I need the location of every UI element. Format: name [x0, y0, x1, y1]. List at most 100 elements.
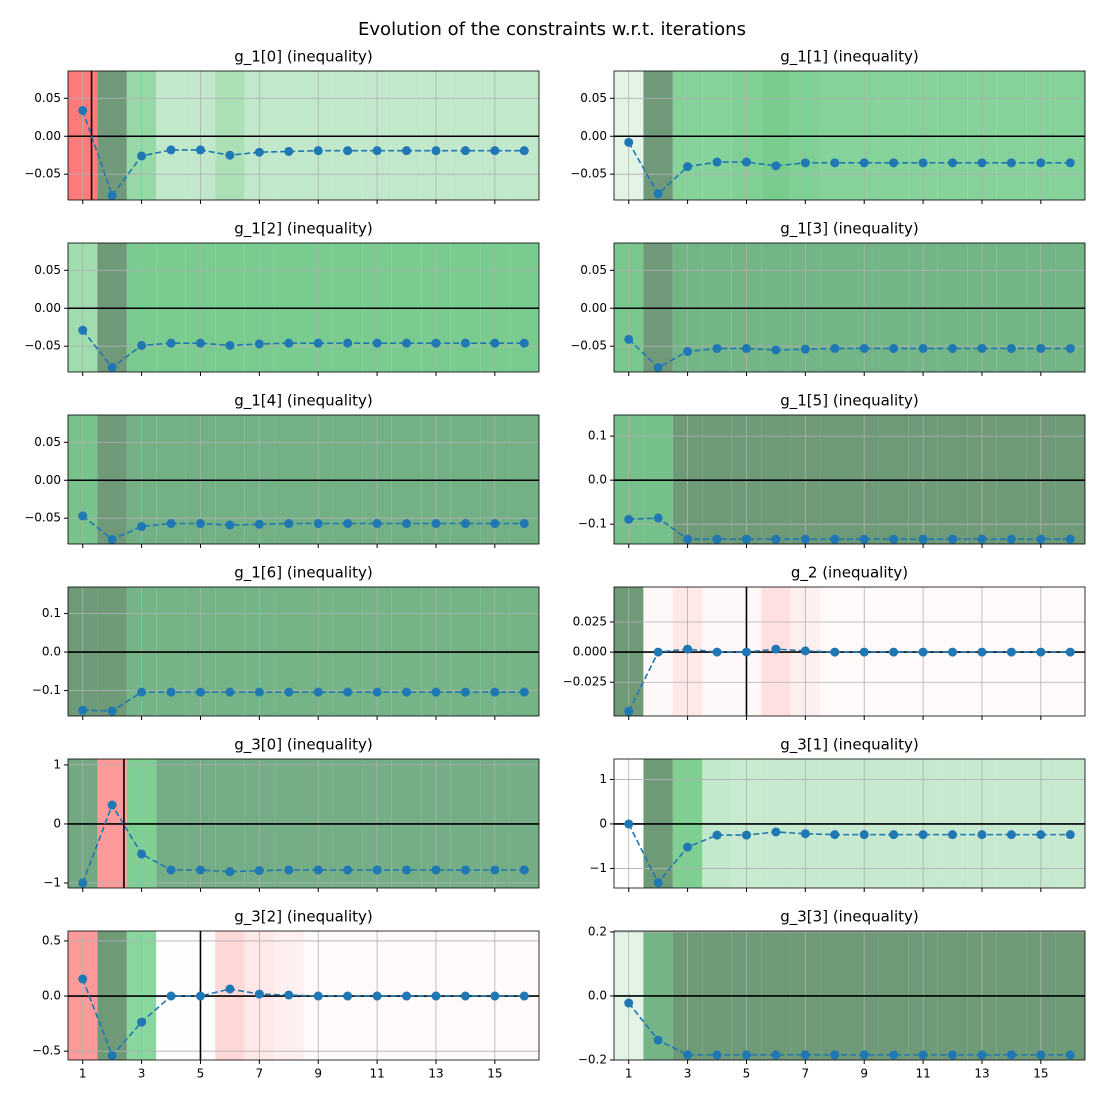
point — [889, 647, 899, 657]
y-tick-label: −0.05 — [24, 511, 61, 525]
point — [977, 1050, 987, 1060]
point — [519, 338, 529, 348]
point — [948, 830, 958, 840]
point — [343, 338, 353, 348]
point — [254, 687, 264, 697]
axes-frame — [613, 242, 1086, 373]
x-tick-label: 3 — [684, 1067, 692, 1081]
point — [284, 146, 294, 156]
subplot: g_1[2] (inequality) 0.05 0.00 −0.05 — [24, 220, 540, 376]
point — [107, 800, 117, 810]
point — [431, 865, 441, 875]
subplot: g_1[5] (inequality) 0.1 0.0 −0.1 — [578, 392, 1086, 548]
point — [313, 519, 323, 529]
point — [225, 150, 235, 160]
subplot-title: g_3[1] (inequality) — [780, 736, 919, 755]
x-tick-label: 3 — [138, 1067, 146, 1081]
point — [137, 522, 147, 532]
point — [683, 1050, 693, 1060]
point — [195, 145, 205, 155]
y-tick-label: 0.025 — [573, 614, 607, 628]
series-line — [628, 141, 1071, 196]
subplot: g_3[2] (inequality)1 3 5 7 9 11 13 150.50.0−0.5 — [32, 908, 540, 1081]
point — [712, 534, 722, 544]
point — [166, 338, 176, 348]
point — [490, 519, 500, 529]
point — [1065, 647, 1075, 657]
point — [460, 519, 470, 529]
point — [741, 157, 751, 167]
point — [859, 1050, 869, 1060]
point — [343, 519, 353, 529]
subplot: g_1[6] (inequality) 0.1 0.0 −0.1 — [32, 564, 540, 720]
point — [372, 146, 382, 156]
subplot-title: g_1[1] (inequality) — [780, 48, 919, 67]
point — [284, 865, 294, 875]
y-tick-label: 0.05 — [34, 435, 61, 449]
y-tick-label: −0.2 — [578, 1053, 607, 1067]
y-tick-label: 0.1 — [42, 606, 61, 620]
point — [830, 343, 840, 353]
point — [78, 511, 88, 521]
point — [195, 991, 205, 1001]
point — [460, 338, 470, 348]
point — [771, 644, 781, 654]
point — [107, 190, 117, 200]
point — [712, 830, 722, 840]
point — [712, 343, 722, 353]
y-tick-label: −1 — [43, 875, 61, 889]
point — [741, 1050, 751, 1060]
subplot-title: g_3[3] (inequality) — [780, 908, 919, 927]
point — [800, 158, 810, 168]
point — [225, 520, 235, 530]
y-tick-label: 0.05 — [34, 91, 61, 105]
point — [1036, 830, 1046, 840]
point — [653, 647, 663, 657]
axes-frame — [613, 70, 1086, 201]
series-line — [82, 329, 525, 369]
point — [918, 647, 928, 657]
point — [653, 878, 663, 888]
point — [490, 146, 500, 156]
point — [284, 338, 294, 348]
y-tick-label: −0.05 — [570, 339, 607, 353]
point — [741, 343, 751, 353]
point — [519, 146, 529, 156]
point — [948, 647, 958, 657]
point — [402, 146, 412, 156]
point — [225, 340, 235, 350]
point — [254, 147, 264, 157]
point — [859, 343, 869, 353]
point — [977, 830, 987, 840]
y-tick-label: 0.00 — [34, 473, 61, 487]
x-tick-label: 9 — [314, 1067, 322, 1081]
point — [1006, 830, 1016, 840]
subplot-title: g_1[3] (inequality) — [780, 220, 919, 239]
point — [195, 687, 205, 697]
point — [741, 534, 751, 544]
subplot: g_1[0] (inequality) 0.05 0.00 −0.05 — [24, 48, 540, 204]
y-tick-label: 0.00 — [34, 129, 61, 143]
point — [284, 519, 294, 529]
x-tick-label: 9 — [860, 1067, 868, 1081]
point — [431, 519, 441, 529]
y-tick-label: 0.00 — [580, 301, 607, 315]
series-line — [81, 978, 525, 1058]
x-tick-label: 15 — [487, 1067, 502, 1081]
axes-frame — [67, 242, 540, 373]
point — [653, 1035, 663, 1045]
x-tick-label: 7 — [256, 1067, 264, 1081]
y-tick-label: 0.00 — [580, 129, 607, 143]
point — [78, 878, 88, 888]
point — [166, 519, 176, 529]
point — [519, 687, 529, 697]
subplot: g_3[3] (inequality)1 3 5 7 9 11 13 150.20.0−0.2 — [578, 908, 1086, 1081]
y-tick-label: 0.1 — [588, 429, 607, 443]
y-tick-label: 0.0 — [588, 988, 607, 1002]
point — [372, 865, 382, 875]
point — [1065, 1050, 1075, 1060]
y-tick-label: −0.05 — [24, 167, 61, 181]
point — [859, 158, 869, 168]
point — [889, 158, 899, 168]
